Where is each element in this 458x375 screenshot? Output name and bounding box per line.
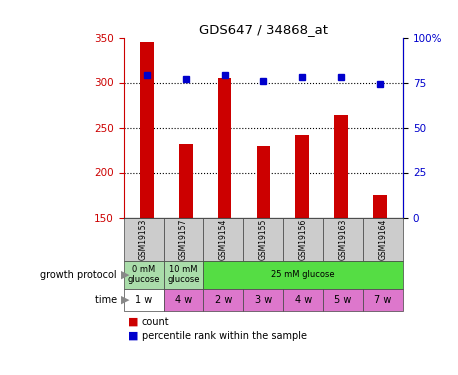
Text: ■: ■ bbox=[128, 317, 139, 327]
Text: 10 mM
glucose: 10 mM glucose bbox=[167, 265, 200, 284]
Text: 3 w: 3 w bbox=[255, 295, 272, 305]
Text: 25 mM glucose: 25 mM glucose bbox=[272, 270, 335, 279]
Bar bbox=[334, 115, 348, 218]
Text: 0 mM
glucose: 0 mM glucose bbox=[127, 265, 160, 284]
Title: GDS647 / 34868_at: GDS647 / 34868_at bbox=[199, 23, 328, 36]
Text: percentile rank within the sample: percentile rank within the sample bbox=[142, 331, 307, 341]
Text: growth protocol: growth protocol bbox=[40, 270, 120, 280]
Text: ▶: ▶ bbox=[121, 295, 130, 305]
Text: GSM19163: GSM19163 bbox=[338, 218, 348, 260]
Text: 5 w: 5 w bbox=[334, 295, 352, 305]
Text: 4 w: 4 w bbox=[175, 295, 192, 305]
Text: ▶: ▶ bbox=[121, 270, 130, 280]
Text: GSM19164: GSM19164 bbox=[379, 218, 387, 260]
Text: ■: ■ bbox=[128, 331, 139, 341]
Text: 2 w: 2 w bbox=[215, 295, 232, 305]
Text: 7 w: 7 w bbox=[374, 295, 392, 305]
Text: GSM19157: GSM19157 bbox=[179, 218, 188, 260]
Bar bbox=[373, 195, 387, 217]
Text: GSM19156: GSM19156 bbox=[299, 218, 308, 260]
Bar bbox=[256, 146, 270, 218]
Text: 4 w: 4 w bbox=[294, 295, 312, 305]
Text: GSM19154: GSM19154 bbox=[219, 218, 228, 260]
Text: 1 w: 1 w bbox=[135, 295, 152, 305]
Text: count: count bbox=[142, 317, 169, 327]
Text: GSM19155: GSM19155 bbox=[259, 218, 268, 260]
Bar bbox=[179, 144, 192, 218]
Text: GSM19153: GSM19153 bbox=[139, 218, 148, 260]
Bar bbox=[140, 42, 154, 218]
Bar bbox=[295, 135, 309, 218]
Bar bbox=[218, 78, 231, 218]
Text: time: time bbox=[95, 295, 120, 305]
